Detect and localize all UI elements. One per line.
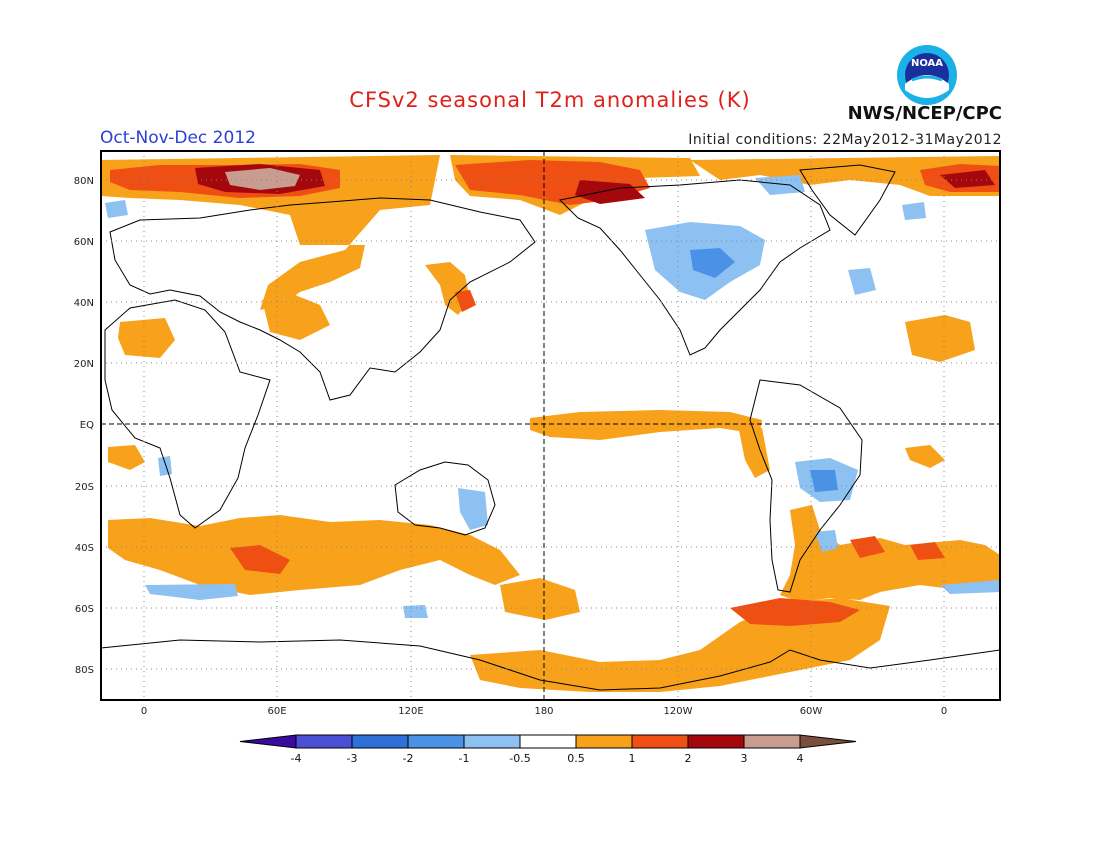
warm-anomaly-japan-core — [455, 290, 476, 312]
coast-south-america — [749, 379, 863, 593]
colorbar-low-arrow — [239, 734, 297, 749]
lat-label: 60S — [75, 604, 94, 615]
warm-anomaly-south-america-south — [780, 505, 1000, 602]
cool-anomaly-south-indian — [145, 584, 238, 600]
colorbar-tick-label: -0.5 — [509, 752, 530, 765]
warm-anomaly-middle-east — [262, 295, 330, 340]
colorbar-swatch — [743, 734, 801, 749]
colorbar-swatch — [463, 734, 521, 749]
agency-label: NWS/NCEP/CPC — [847, 103, 1002, 124]
coast-eurasia — [109, 197, 536, 401]
warm-anomaly-atlantic-core — [850, 536, 885, 558]
anomaly-field — [101, 151, 1000, 700]
colorbar-swatch — [519, 734, 577, 749]
warm-anomaly-antarctic-core — [730, 598, 860, 626]
colorbar-swatch — [407, 734, 465, 749]
lon-label: 120E — [398, 706, 423, 717]
cool-anomaly-europe — [105, 200, 128, 218]
colorbar-tick-label: 1 — [629, 752, 636, 765]
lat-label: 20N — [74, 359, 94, 370]
warm-anomaly-peru-coast — [738, 425, 770, 478]
warm-anomaly-africa-east — [108, 445, 145, 470]
coast-greenland — [799, 164, 896, 236]
coast-africa — [104, 299, 271, 529]
warm-anomaly-southern-indian — [108, 515, 520, 595]
colorbar-tick-label: 4 — [797, 752, 804, 765]
svg-text:NOAA: NOAA — [911, 58, 943, 69]
cool-anomaly-north-atlantic — [848, 268, 876, 295]
coastlines — [101, 164, 1000, 691]
warm-anomaly-extreme — [225, 168, 300, 190]
lon-label: 60W — [800, 706, 823, 717]
longitude-labels: 0 60E 120E 180 120W 60W 0 — [141, 706, 947, 717]
lat-label: 40S — [75, 543, 94, 554]
colorbar: -4 -3 -2 -1 -0.5 0.5 1 2 3 4 — [239, 734, 857, 765]
equator-dateline — [101, 151, 1000, 700]
lat-label: EQ — [80, 420, 94, 431]
warm-anomaly-equatorial-pacific — [530, 410, 762, 440]
lat-label: 80N — [74, 176, 94, 187]
colorbar-swatch — [295, 734, 353, 749]
colorbar-tick-label: -4 — [291, 752, 302, 765]
coast-antarctica — [101, 639, 1000, 691]
colorbar-tick-label: 2 — [685, 752, 692, 765]
colorbar-swatch — [687, 734, 745, 749]
colorbar-swatch — [351, 734, 409, 749]
warm-anomaly-indian-core — [230, 545, 290, 574]
colorbar-swatch — [631, 734, 689, 749]
lat-label: 20S — [75, 482, 94, 493]
lat-label: 60N — [74, 237, 94, 248]
cool-anomaly-arctic-canada — [755, 175, 805, 195]
coast-north-america — [558, 179, 831, 356]
map-title: CFSv2 seasonal T2m anomalies (K) — [349, 88, 751, 112]
colorbar-tick-label: -3 — [347, 752, 358, 765]
warm-anomaly-sahara-east — [905, 315, 975, 362]
colorbar-high-arrow — [799, 734, 857, 749]
latitude-labels: 80N 60N 40N 20N EQ 20S 40S 60S 80S — [74, 176, 94, 676]
lon-label: 60E — [267, 706, 286, 717]
coast-australia — [394, 461, 496, 536]
noaa-logo: NOAA — [897, 45, 957, 105]
cool-anomaly-atlantic-south — [940, 580, 1000, 594]
colorbar-tick-label: -2 — [403, 752, 414, 765]
warm-anomaly-atlantic-east — [905, 445, 945, 468]
cool-anomaly-australia — [458, 488, 488, 530]
lon-label: 180 — [534, 706, 553, 717]
map-frame — [100, 150, 1001, 701]
cool-anomaly-west-africa — [158, 456, 172, 476]
warm-anomaly-sahara-west — [118, 318, 175, 358]
colorbar-tick-label: -1 — [459, 752, 470, 765]
cool-anomaly-scandinavia — [902, 202, 926, 220]
warm-anomaly-strong-2 — [575, 180, 645, 204]
cool-anomaly-argentina — [815, 530, 838, 552]
season-label: Oct-Nov-Dec 2012 — [100, 128, 256, 148]
colorbar-tick-label: 0.5 — [567, 752, 585, 765]
warm-anomaly-arctic-north — [690, 156, 1000, 196]
lon-label: 0 — [941, 706, 947, 717]
cool-anomaly-southern-ocean — [403, 605, 428, 618]
colorbar-swatch — [575, 734, 633, 749]
colorbar-tick-label: 3 — [741, 752, 748, 765]
lon-label: 0 — [141, 706, 147, 717]
warm-anomaly-southern-pacific — [500, 578, 580, 620]
cool-anomaly-north-america-core — [690, 248, 735, 278]
lat-label: 80S — [75, 665, 94, 676]
lon-label: 120W — [664, 706, 693, 717]
warm-anomaly-arctic-eurasia — [101, 155, 440, 310]
warm-anomaly-strong-3 — [940, 170, 995, 188]
initial-conditions-label: Initial conditions: 22May2012-31May2012 — [688, 132, 1002, 148]
lat-label: 40N — [74, 298, 94, 309]
